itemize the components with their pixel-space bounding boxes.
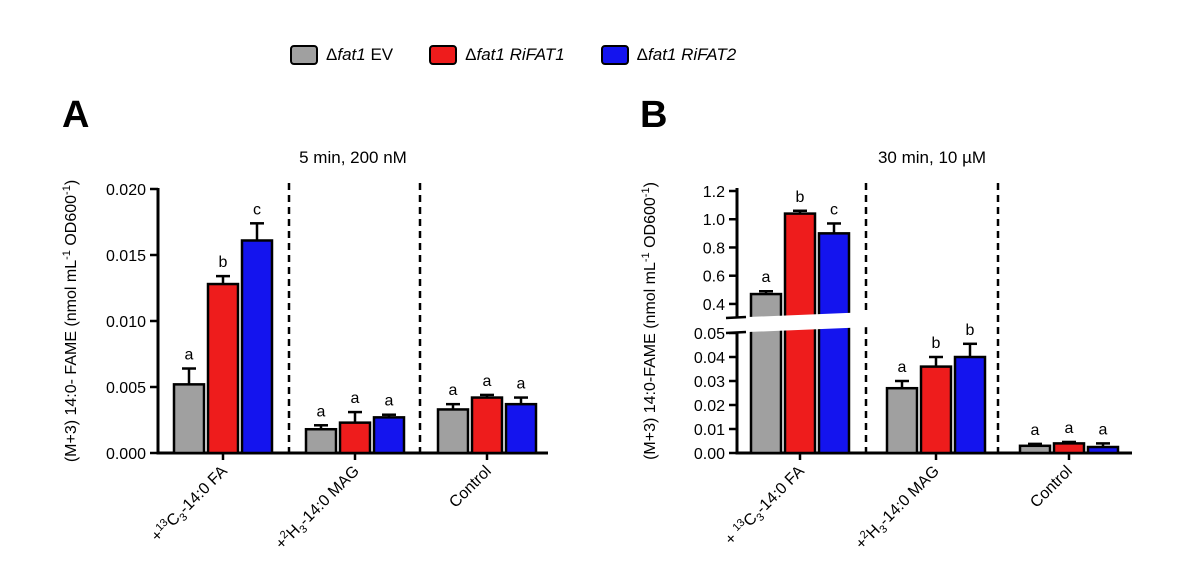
panel-a-bar-s1-c2 [470, 396, 504, 455]
panel-b-letter-s2-c2: a [1099, 421, 1108, 438]
panel-b-ylabel: (M+3) 14:0-FAME (nmol mL-1 OD600-1) [640, 182, 659, 460]
panel-a-ytick-label-2: 0.010 [106, 314, 146, 331]
panel-a-bar-s2-c1 [372, 416, 406, 455]
legend-label-ev: Δfat1 EV [326, 45, 394, 64]
panel-a-ylabel-text: (M+3) 14:0- FAME (nmol mL-1 OD600-1) [61, 180, 80, 462]
panel-a-xlabel-0-text: +13C3-14:0 FA [147, 461, 233, 547]
panel-a-letter-s2-c0: c [253, 201, 261, 218]
panel-a-letter-s1-c1: a [351, 390, 360, 407]
panel-a-letter-s1-c2: a [483, 373, 492, 390]
panel-b-title: 30 min, 10 µM [878, 148, 986, 167]
panel-a-ylabel: (M+3) 14:0- FAME (nmol mL-1 OD600-1) [61, 180, 80, 462]
panel-a-bar-s2-c0 [240, 239, 274, 455]
panel-b-axis-break-gap [724, 312, 870, 333]
legend-label-rifat1: Δfat1 RiFAT1 [465, 45, 565, 64]
panel-b-letter-s0-c1: a [898, 359, 907, 376]
panel-b-xlabel-0-text: + 13C3-14:0 FA [721, 461, 810, 550]
panel-a-bar-s1-c1 [338, 421, 372, 455]
panel-a-letter-s0-c1: a [317, 403, 326, 420]
panel-a-bar-s0-c0 [172, 383, 206, 455]
panel-b-bar-s1-c1 [919, 365, 953, 455]
panel-a-ytick-label-1: 0.005 [106, 380, 146, 397]
panel-b-xlabel-2-text: Control [1027, 463, 1075, 511]
panel-b-ytick-lower-label-4: 0.04 [694, 350, 725, 367]
panel-b-ytick-lower-label-2: 0.02 [694, 398, 725, 415]
panel-b-letter-s1-c2: a [1065, 420, 1074, 437]
panel-b-ylabel-text: (M+3) 14:0-FAME (nmol mL-1 OD600-1) [640, 182, 659, 460]
panel-b-axis-break-mark-top [725, 315, 747, 320]
panel-a-letter-s0-c2: a [449, 382, 458, 399]
panel-a-bar-s0-c1 [304, 427, 338, 455]
panel-b-bar-s0-c1 [885, 386, 919, 455]
panel-b-ytick-lower-label-3: 0.03 [694, 374, 725, 391]
legend-item-rifat1: Δfat1 RiFAT1 [429, 45, 565, 65]
legend-item-rifat2: Δfat1 RiFAT2 [600, 45, 737, 65]
panel-b-bar-s1-c0 [783, 212, 817, 455]
panel-b-bar-s0-c2 [1018, 444, 1052, 455]
panel-b-ytick-lower-label-5: 0.05 [694, 326, 725, 343]
panel-b-letter-s2-c1: b [966, 322, 975, 339]
panel-a-letter-s1-c0: b [219, 254, 228, 271]
panel-a-xlabel-0: +13C3-14:0 FA [147, 461, 233, 547]
legend-swatch-rifat2 [600, 45, 629, 65]
panel-b-bar-s2-c2 [1086, 445, 1120, 455]
panel-a-ytick-label-3: 0.015 [106, 248, 146, 265]
panel-a-xlabel-2: Control [446, 463, 494, 511]
legend-item-ev: Δfat1 EV [290, 45, 393, 65]
panel-b-ytick-lower-label-1: 0.01 [694, 422, 725, 439]
panel-b-ytick-lower-label-0: 0.00 [694, 446, 725, 463]
panel-b-xlabel-2: Control [1027, 463, 1075, 511]
panel-a-bar-s2-c2 [504, 402, 538, 455]
legend-label-rifat2: Δfat1 RiFAT2 [636, 45, 737, 64]
panel-b-letter-s2-c0: c [830, 201, 838, 218]
legend: Δfat1 EV Δfat1 RiFAT1 Δfat1 RiFAT2 [290, 42, 736, 68]
panel-a-letter-s0-c0: a [185, 347, 194, 364]
panel-b-ytick-upper-label-3: 1.0 [703, 212, 725, 229]
panel-a-xlabel-1: +2H3-14:0 MAG [271, 461, 365, 555]
panel-b-xlabel-0: + 13C3-14:0 FA [721, 461, 810, 550]
panel-b-bar-s1-c2 [1052, 442, 1086, 455]
panel-a-xlabel-2-text: Control [446, 463, 494, 511]
panel-a-xlabel-1-text: +2H3-14:0 MAG [271, 461, 365, 555]
panel-a-ytick-label-4: 0.020 [106, 182, 146, 199]
legend-swatch-ev [290, 45, 318, 65]
panel-a-label: A [62, 94, 89, 136]
panel-b-ytick-upper-label-0: 0.4 [703, 297, 725, 314]
panel-b-axis-break-mark-bottom [725, 330, 747, 335]
panel-b-ytick-upper-label-2: 0.8 [703, 240, 725, 257]
panel-a-ytick-label-0: 0.000 [106, 446, 146, 463]
panel-b-letter-s1-c0: b [796, 189, 805, 206]
panel-b-ytick-upper-label-1: 0.6 [703, 269, 725, 286]
panel-b-xlabel-1-text: +2H3-14:0 MAG [851, 461, 945, 555]
panel-a-bar-s1-c0 [206, 282, 240, 455]
panel-b-xlabel-1: +2H3-14:0 MAG [851, 461, 945, 555]
panel-a-letter-s2-c2: a [517, 376, 526, 393]
panel-b-letter-s0-c2: a [1031, 422, 1040, 439]
panel-a-title: 5 min, 200 nM [299, 148, 407, 167]
panel-b-letter-s1-c1: b [932, 335, 941, 352]
panel-b-label: B [640, 94, 667, 136]
panel-b-letter-s0-c0: a [762, 269, 771, 286]
legend-swatch-rifat1 [429, 45, 458, 65]
panel-b-bar-s2-c1 [953, 355, 987, 455]
panel-a-letter-s2-c1: a [385, 393, 394, 410]
panel-a-bar-s0-c2 [436, 408, 470, 455]
panel-b-bar-s2-c0 [817, 232, 851, 455]
panel-b-ytick-upper-label-4: 1.2 [703, 184, 725, 201]
